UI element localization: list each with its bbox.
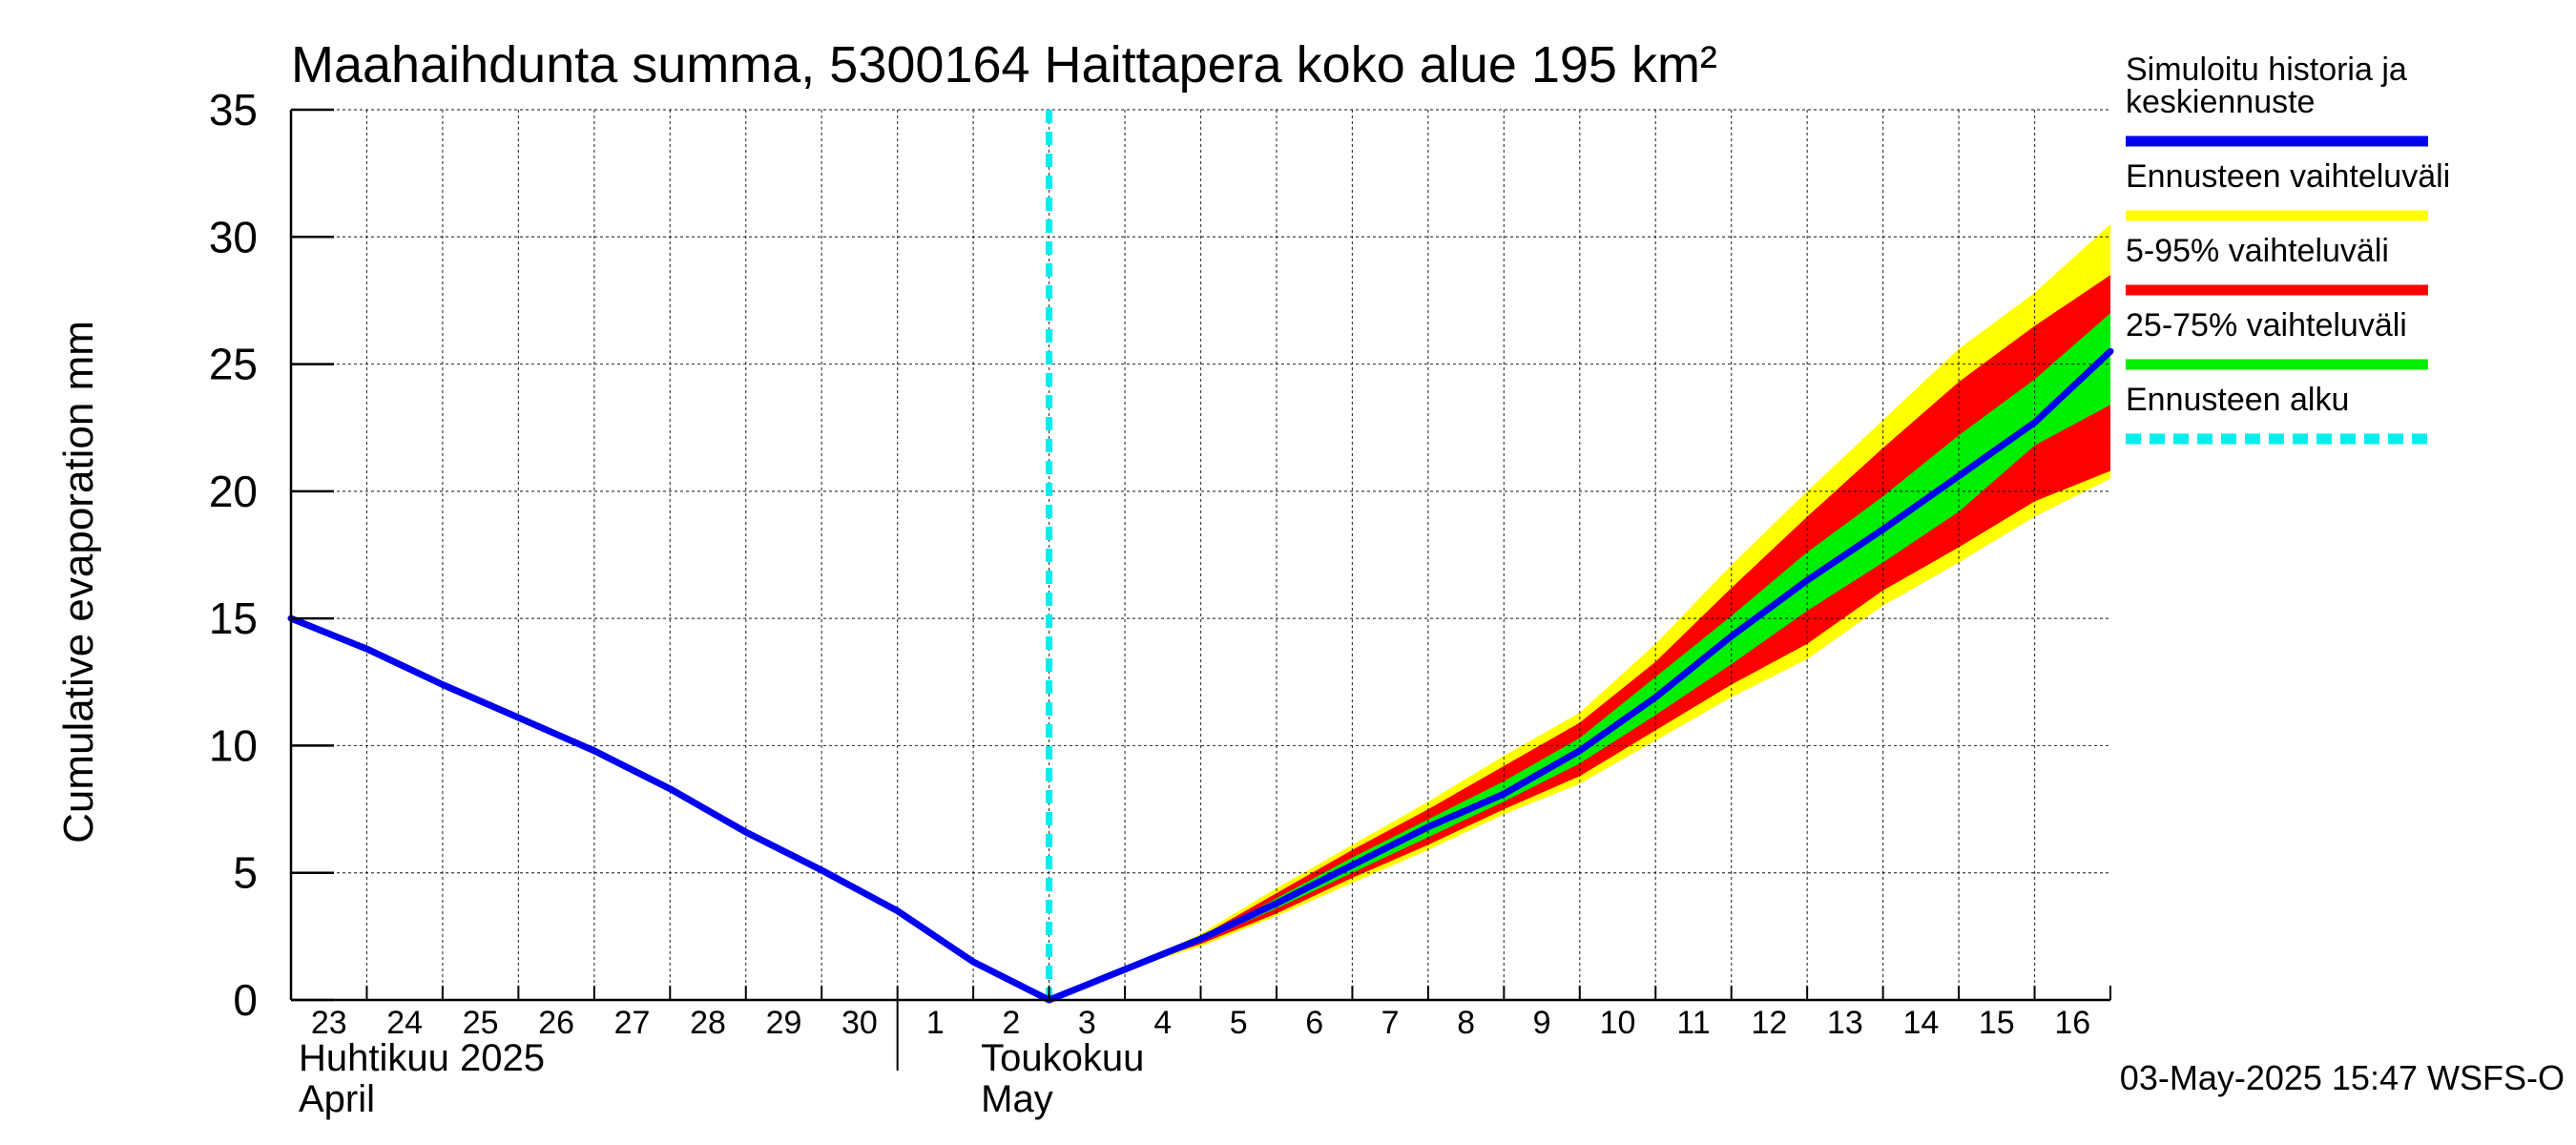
x-tick-label: 3 [1078,1005,1096,1041]
forecast-bands [1125,224,2110,969]
x-tick-label: 1 [926,1005,945,1041]
x-tick-label: 5 [1230,1005,1248,1041]
band-0 [1125,224,2110,969]
y-axis-label: Cumulative evaporation mm [55,321,102,843]
x-tick-label: 25 [463,1005,499,1041]
x-tick-label: 10 [1600,1005,1636,1041]
x-tick-label: 7 [1381,1005,1400,1041]
legend-label-4: Ennusteen alku [2126,382,2349,418]
band-1 [1125,275,2110,969]
x-tick-label: 24 [386,1005,423,1041]
legend-label-1: Ennusteen vaihteluväli [2126,158,2450,195]
legend-label-0: keskiennuste [2126,84,2315,120]
month-label: Huhtikuu 2025 [299,1037,545,1079]
x-tick-label: 14 [1902,1005,1939,1041]
legend-label-0: Simuloitu historia ja [2126,52,2407,88]
month-label-english: April [299,1078,375,1120]
series-lines [287,110,2114,1004]
y-tick-label: 5 [233,848,258,898]
x-tick-label: 2 [1002,1005,1020,1041]
chart-title: Maahaihdunta summa, 5300164 Haittapera k… [291,36,1717,94]
x-tick-label: 11 [1676,1005,1710,1041]
x-tick-label: 27 [614,1005,651,1041]
y-tick-label: 15 [209,593,258,643]
x-tick-label: 6 [1305,1005,1323,1041]
footer-timestamp: 03-May-2025 15:47 WSFS-O [2120,1058,2565,1097]
month-label-english: May [981,1078,1053,1120]
x-tick-label: 8 [1457,1005,1475,1041]
x-tick-label: 4 [1153,1005,1172,1041]
x-tick-label: 23 [311,1005,347,1041]
x-tick-label: 16 [2054,1005,2090,1041]
y-tick-label: 35 [209,85,258,135]
y-tick-label: 20 [209,467,258,516]
y-tick-label: 0 [233,975,258,1025]
legend-label-2: 5-95% vaihteluväli [2126,233,2389,269]
y-tick-label: 25 [209,340,258,389]
y-tick-label: 30 [209,212,258,261]
x-tick-label: 13 [1827,1005,1863,1041]
x-tick-label: 12 [1752,1005,1788,1041]
series-line-0 [287,347,2114,1004]
x-tick-label: 15 [1979,1005,2015,1041]
x-tick-label: 26 [538,1005,574,1041]
x-tick-label: 28 [690,1005,726,1041]
x-tick-label: 9 [1533,1005,1551,1041]
x-tick-label: 30 [841,1005,878,1041]
x-tick-label: 29 [766,1005,802,1041]
y-tick-label: 10 [209,720,258,770]
month-label: Toukokuu [981,1037,1144,1079]
legend-label-3: 25-75% vaihteluväli [2126,307,2407,344]
